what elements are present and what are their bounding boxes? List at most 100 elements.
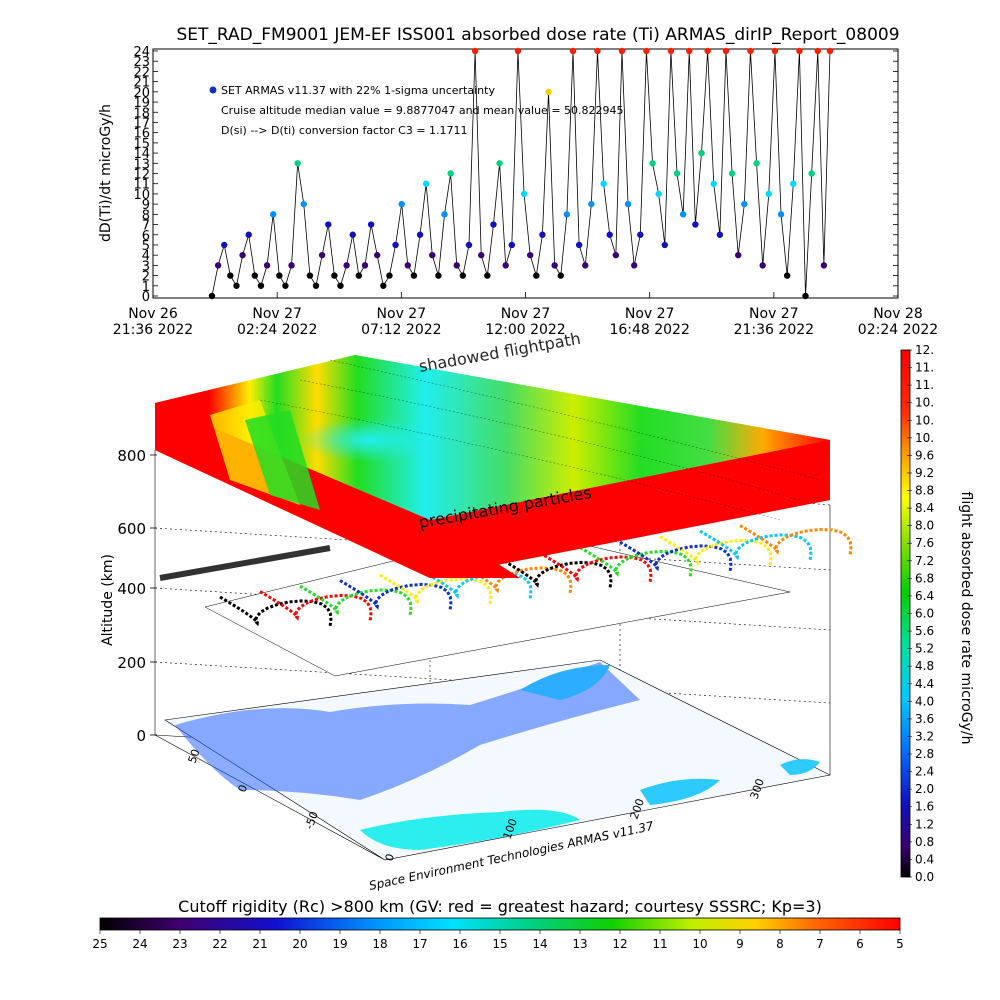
y-tick-label: 4 <box>142 249 150 264</box>
figure-title: SET_RAD_FM9001 JEM-EF ISS001 absorbed do… <box>176 25 899 45</box>
x-tick-label-time: 16:48 2022 <box>609 322 689 338</box>
series-point <box>783 272 791 279</box>
x-tick-label-time: 02:24 2022 <box>858 322 938 338</box>
colorbar-tick-label: 10. <box>915 431 934 445</box>
series-point <box>741 200 748 208</box>
hazard-layer: shadowed flightpath precipitating partic… <box>155 329 830 578</box>
series-point <box>655 190 662 198</box>
lon-tick-label: 0 <box>383 852 398 863</box>
series-point <box>502 262 509 269</box>
series-point <box>557 272 564 279</box>
orbit-track <box>219 595 333 628</box>
series-point <box>759 262 766 269</box>
x-tick-label-time: 02:24 2022 <box>237 322 317 338</box>
series-point <box>269 211 277 218</box>
lat-tick-label: 50 <box>186 747 203 765</box>
series-point <box>826 47 834 55</box>
series-point <box>545 88 552 96</box>
rc-tick-label: 23 <box>172 937 187 951</box>
series-point <box>820 262 828 269</box>
rc-tick-label: 25 <box>92 937 107 951</box>
rc-tick-label: 24 <box>132 937 147 951</box>
series-point <box>404 262 412 269</box>
series-point <box>526 251 534 259</box>
colorbar-tick-label: 8.0 <box>915 519 934 533</box>
series-point <box>349 231 356 238</box>
series-point <box>722 47 730 55</box>
series-point <box>245 231 252 238</box>
colorbar-tick-label: 11. <box>915 361 934 375</box>
colorbar-tick-label: 8.4 <box>915 501 934 515</box>
series-point <box>300 200 307 208</box>
legend-text: SET ARMAS v11.37 with 22% 1-sigma uncert… <box>221 84 495 97</box>
series-point <box>465 241 473 249</box>
y-tick-label: 3 <box>142 259 150 274</box>
x-tick-label-date: Nov 27 <box>749 306 799 322</box>
series-point <box>496 160 503 167</box>
colorbar-tick-label: 3.2 <box>915 729 934 743</box>
x-tick-label-date: Nov 27 <box>252 306 302 322</box>
series-point <box>673 170 681 177</box>
orbit-track <box>539 551 653 584</box>
orbit-track <box>259 590 373 622</box>
series-point <box>777 211 785 218</box>
series-point <box>796 47 803 55</box>
rc-tick-label: 6 <box>856 937 864 951</box>
cutoff-rigidity-bar: Cutoff rigidity (Rc) >800 km (GV: red = … <box>92 897 903 951</box>
colorbar-tick-label: 4.4 <box>915 677 934 691</box>
series-point <box>361 262 369 269</box>
series-point <box>747 47 754 55</box>
series-point <box>447 170 454 177</box>
colorbar-tick-label: 9.6 <box>915 448 934 462</box>
x-tick-label-date: Nov 26 <box>128 306 178 322</box>
z-tick-label: 400 <box>117 580 146 598</box>
series-point <box>520 190 528 198</box>
rc-tick-label: 14 <box>532 937 547 951</box>
z-tick-label: 800 <box>117 447 146 465</box>
y-tick-label: 0 <box>142 290 150 305</box>
series-point <box>802 292 809 300</box>
x-tick-label-time: 21:36 2022 <box>734 322 814 338</box>
series-point <box>478 251 485 259</box>
series-point <box>484 272 491 279</box>
series-point <box>233 282 240 289</box>
timeseries-y-label: dD(Ti)/dt microGy/h <box>98 104 114 242</box>
series-point <box>582 262 589 269</box>
series-point <box>533 272 540 279</box>
colorbar-tick-label: 10. <box>915 413 934 427</box>
series-point <box>753 160 760 167</box>
rc-tick-label: 16 <box>452 937 467 951</box>
colorbar-tick-label: 2.0 <box>915 782 934 796</box>
series-point <box>435 272 442 279</box>
y-tick-label: 6 <box>142 229 150 244</box>
orbit-track-sheet <box>204 524 853 677</box>
x-tick-label-date: Nov 27 <box>625 306 675 322</box>
y-tick-label: 15 <box>133 137 150 152</box>
orbit-track <box>299 584 413 617</box>
orbit-track <box>419 568 533 600</box>
y-tick-label: 5 <box>142 239 150 254</box>
y-tick-label: 24 <box>133 45 150 60</box>
timeseries-series <box>208 47 834 300</box>
orbit-track <box>619 540 733 573</box>
orbit-track <box>659 535 773 567</box>
series-point <box>453 262 460 269</box>
world-map-floor <box>164 659 831 861</box>
rc-tick-label: 22 <box>212 937 227 951</box>
series-point <box>569 47 577 55</box>
series-point <box>331 272 338 279</box>
x-tick-label-date: Nov 27 <box>501 306 551 322</box>
y-tick-label: 20 <box>133 86 150 101</box>
z-tick-label: 200 <box>117 654 146 672</box>
series-point <box>624 200 632 208</box>
series-point <box>630 262 638 269</box>
series-point <box>771 47 779 55</box>
series-point <box>637 231 644 238</box>
colorbar-tick-label: 5.6 <box>915 624 934 638</box>
series-point <box>698 149 705 157</box>
series-point <box>422 180 430 187</box>
series-point <box>208 292 216 300</box>
colorbar-tick-label: 6.0 <box>915 607 934 621</box>
colorbar-tick-label: 4.8 <box>915 659 934 673</box>
